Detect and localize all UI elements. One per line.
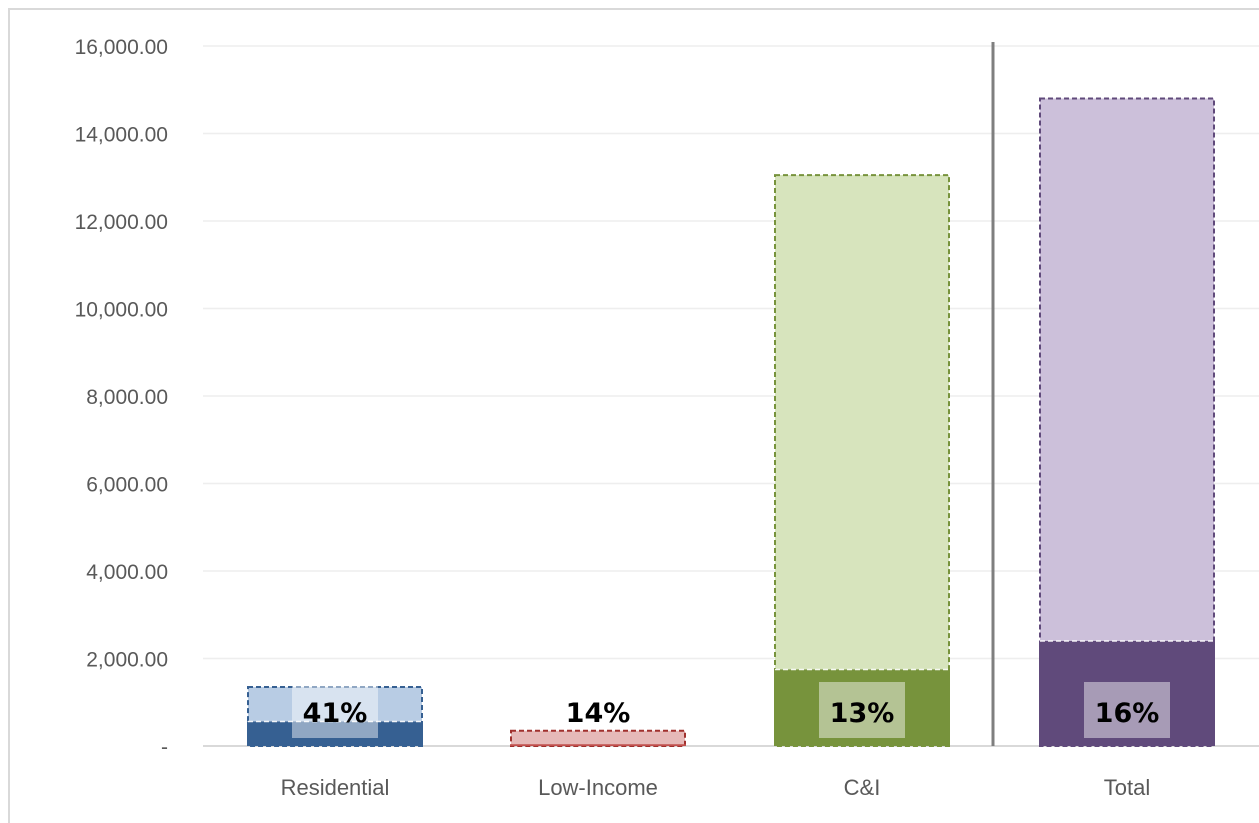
data-label: 13%: [830, 698, 895, 729]
data-label-box-3: [1084, 682, 1170, 738]
x-tick-label: Residential: [281, 775, 390, 800]
data-label: 16%: [1095, 698, 1160, 729]
x-tick-label: Low-Income: [538, 775, 658, 800]
y-tick-label: 16,000.00: [75, 36, 168, 59]
data-label-box-0: [292, 682, 378, 738]
y-tick-label: 2,000.00: [86, 649, 168, 672]
data-label: 14%: [566, 698, 631, 729]
y-tick-label: 12,000.00: [75, 211, 168, 234]
bar-inner-3: [1039, 641, 1215, 746]
bar-inner-0: [247, 721, 423, 746]
x-tick-label: Total: [1104, 775, 1150, 800]
data-label: 41%: [303, 698, 368, 729]
y-tick-label: 10,000.00: [75, 299, 168, 322]
bar-inner-2: [774, 669, 950, 746]
bar-outer-1: [510, 729, 686, 747]
bar-inner-1: [510, 744, 686, 746]
y-tick-label: 8,000.00: [86, 386, 168, 409]
data-label-box-2: [819, 682, 905, 738]
y-tick-label: 4,000.00: [86, 561, 168, 584]
y-tick-label: -: [161, 736, 168, 759]
x-tick-label: C&I: [844, 775, 881, 800]
y-tick-label: 14,000.00: [75, 124, 168, 147]
bar-outer-2: [774, 174, 950, 747]
y-tick-label: 6,000.00: [86, 474, 168, 497]
bar-outer-3: [1039, 97, 1215, 747]
